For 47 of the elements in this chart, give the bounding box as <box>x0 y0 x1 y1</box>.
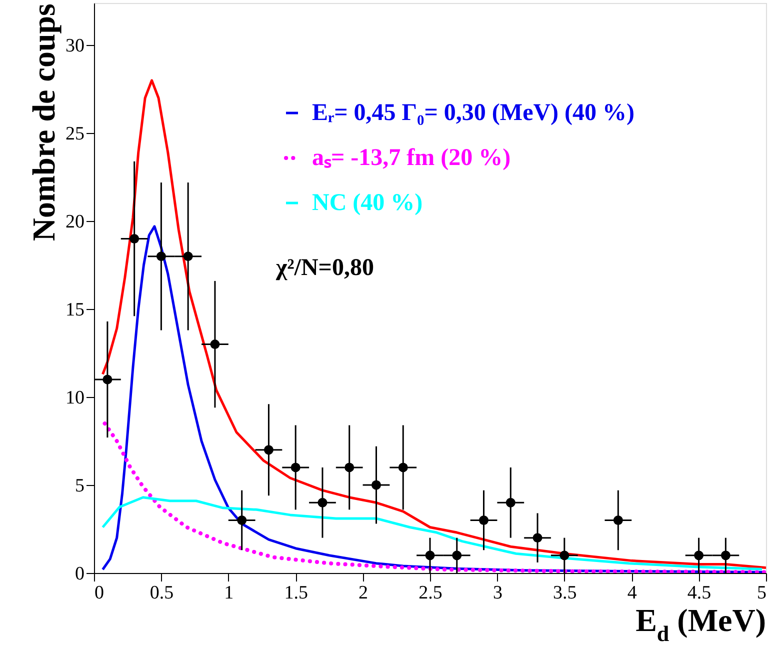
point <box>344 462 354 472</box>
y-tick-label: 15 <box>66 300 84 321</box>
x-tick-label: 0.5 <box>150 582 174 604</box>
point <box>398 462 408 472</box>
point <box>371 480 381 490</box>
legend-label: aₛ= -13,7 fm (20 %) <box>312 145 511 171</box>
point <box>183 252 193 262</box>
point <box>264 445 274 455</box>
x-tick-label: 1 <box>224 582 234 604</box>
x-tick-label: 1.5 <box>284 582 308 604</box>
point <box>425 550 435 560</box>
point <box>479 515 489 525</box>
point <box>532 533 542 543</box>
legend-label: NC (40 %) <box>312 190 423 216</box>
point <box>506 498 516 508</box>
point <box>156 252 166 262</box>
point <box>720 550 730 560</box>
point <box>613 515 623 525</box>
x-tick-label: 5 <box>757 582 766 604</box>
legend-label: Eᵣ= 0,45 Γ₀= 0,30 (MeV) (40 %) <box>312 100 635 126</box>
x-tick-label: 2.5 <box>418 582 442 604</box>
point <box>560 550 570 560</box>
x-tick-label: 4.5 <box>687 582 712 604</box>
point <box>290 462 300 472</box>
y-tick-label: 30 <box>66 36 84 57</box>
x-tick-label: 4 <box>627 582 638 604</box>
point <box>237 515 247 525</box>
point <box>452 550 462 560</box>
y-tick-label: 0 <box>75 564 84 584</box>
x-tick-label: 3 <box>492 582 502 604</box>
point <box>210 340 220 350</box>
x-tick-label: 3.5 <box>553 582 577 604</box>
x-tick-label: 2 <box>358 582 368 604</box>
point <box>102 374 112 384</box>
x-tick-label: 0 <box>94 582 104 604</box>
point <box>318 498 328 508</box>
y-tick-label: 10 <box>66 388 84 409</box>
point <box>694 550 704 560</box>
line-series <box>101 79 766 569</box>
point <box>130 234 140 244</box>
y-tick-label: 5 <box>75 476 84 497</box>
annotation: χ²/N=0,80 <box>275 255 374 281</box>
y-tick-label: 25 <box>66 124 84 145</box>
y-axis-title: Nombre de coups <box>26 4 62 242</box>
line-series <box>101 496 764 570</box>
line-series <box>102 421 766 573</box>
y-tick-label: 20 <box>66 212 84 233</box>
